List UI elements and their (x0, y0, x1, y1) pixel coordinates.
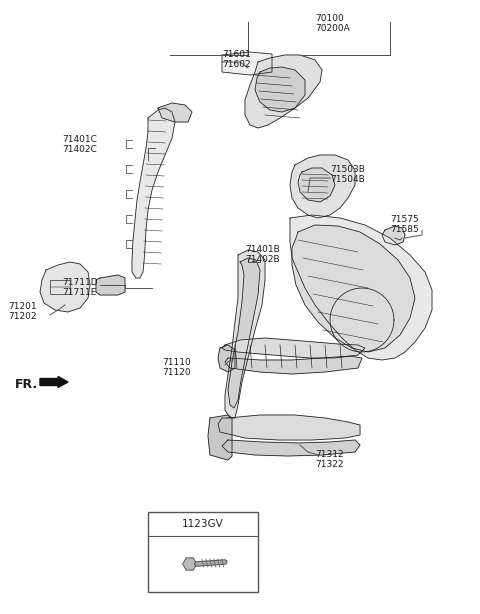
Text: 71201
71202: 71201 71202 (8, 302, 36, 321)
Polygon shape (255, 67, 305, 112)
Text: 71503B
71504B: 71503B 71504B (330, 165, 365, 184)
Polygon shape (96, 275, 125, 295)
Text: 71401B
71402B: 71401B 71402B (245, 245, 280, 265)
Polygon shape (40, 262, 90, 312)
Text: 70100
70200A: 70100 70200A (315, 14, 350, 33)
Text: 71601
71602: 71601 71602 (222, 50, 251, 69)
Text: 71110
71120: 71110 71120 (162, 358, 191, 378)
Polygon shape (228, 258, 260, 408)
Polygon shape (245, 55, 322, 128)
Polygon shape (218, 415, 360, 440)
Text: 71401C
71402C: 71401C 71402C (62, 135, 97, 154)
Polygon shape (183, 558, 197, 570)
Polygon shape (208, 415, 232, 460)
Polygon shape (218, 345, 235, 372)
Text: 1123GV: 1123GV (182, 519, 224, 529)
Text: 71575
71585: 71575 71585 (390, 215, 419, 235)
Text: 71711D
71711E: 71711D 71711E (62, 278, 97, 297)
Polygon shape (298, 168, 335, 202)
Bar (50, 280, 70, 294)
Polygon shape (222, 338, 365, 358)
FancyArrow shape (40, 376, 68, 387)
Polygon shape (222, 440, 360, 456)
Polygon shape (290, 155, 355, 218)
Polygon shape (222, 52, 272, 75)
Polygon shape (132, 108, 175, 278)
Text: 71312
71322: 71312 71322 (315, 450, 344, 469)
Polygon shape (382, 226, 405, 245)
Polygon shape (290, 215, 432, 360)
Bar (148, 512, 258, 592)
Polygon shape (292, 225, 415, 352)
Polygon shape (225, 356, 362, 374)
Polygon shape (225, 250, 265, 418)
Polygon shape (158, 103, 192, 122)
Text: FR.: FR. (15, 378, 38, 391)
